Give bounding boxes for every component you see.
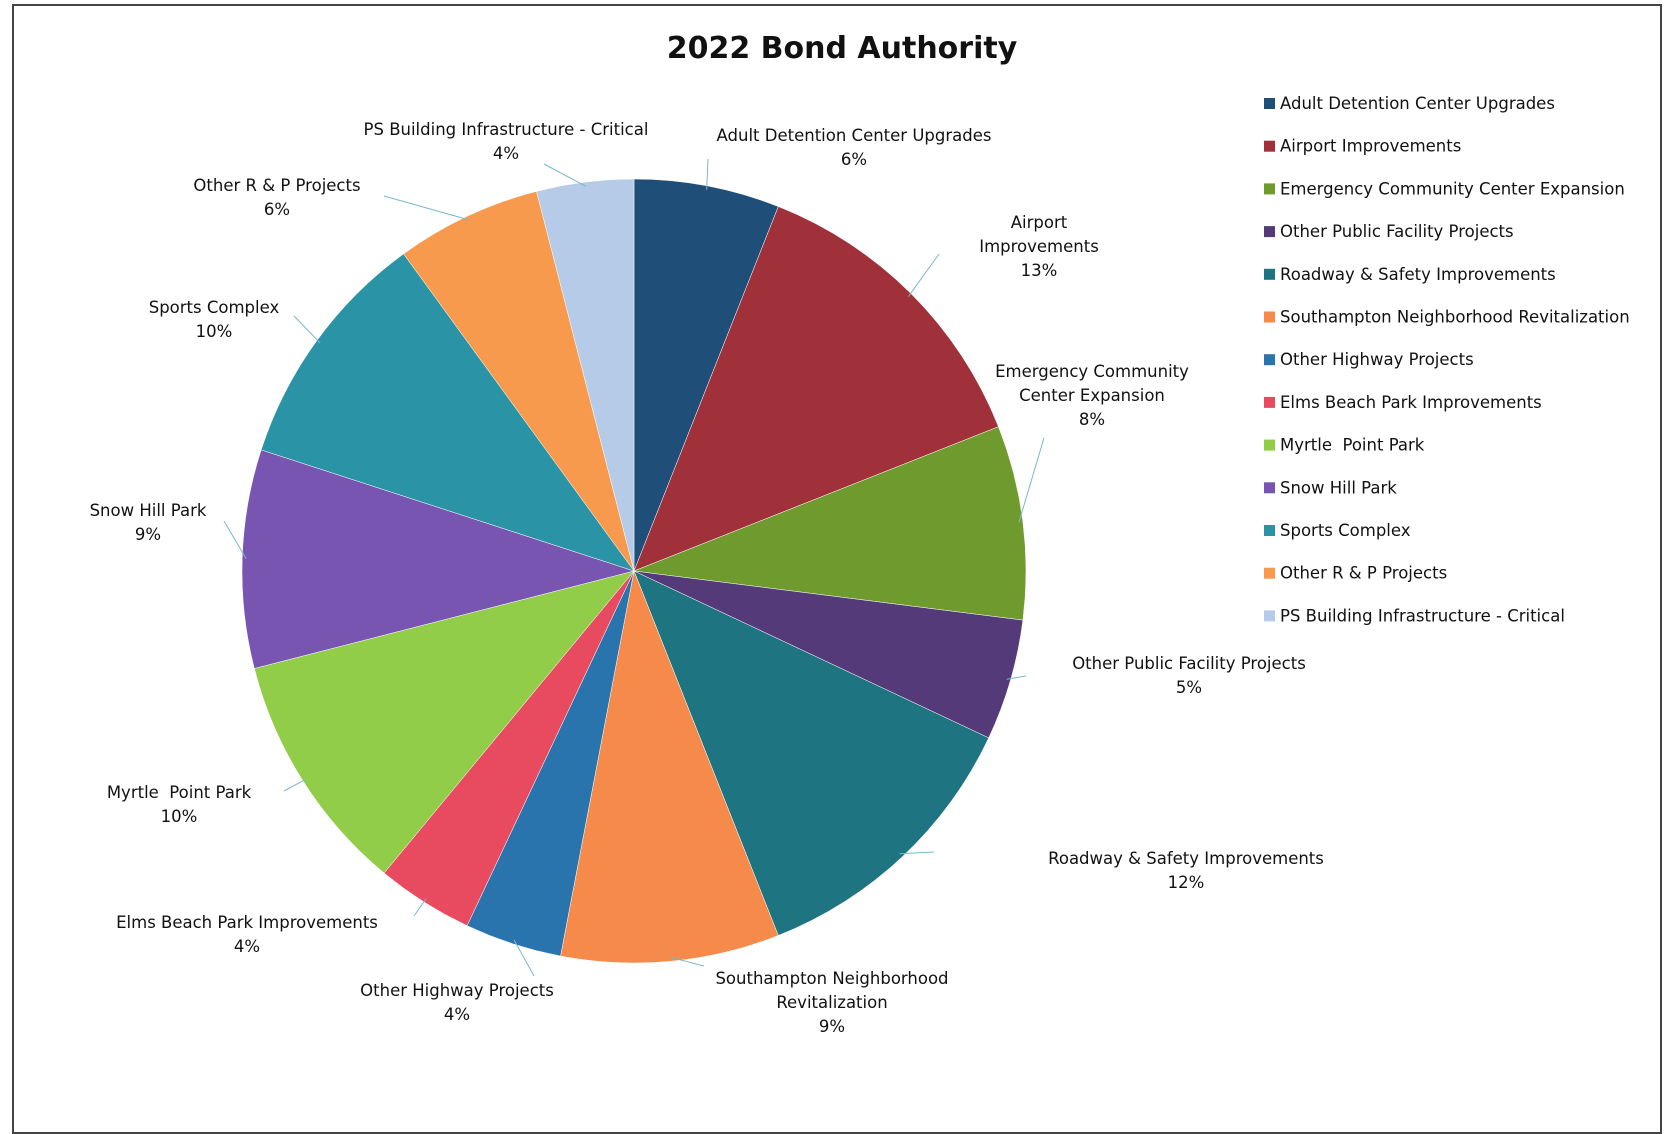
leader-line-11 — [293, 315, 321, 344]
pie-slice-11 — [260, 253, 635, 572]
leader-line-7 — [513, 939, 535, 977]
pie-slice-13 — [536, 178, 635, 572]
slice-percent-label: 4% — [234, 937, 260, 956]
slice-percent-label: 9% — [819, 1017, 845, 1036]
legend-swatch-13 — [1264, 610, 1275, 622]
slice-name-label: Sports Complex — [149, 298, 280, 317]
slice-name-label: Roadway & Safety Improvements — [1048, 849, 1324, 868]
slice-percent-label: 13% — [1021, 261, 1058, 280]
slice-percent-label: 6% — [264, 200, 290, 219]
pie-slice-1 — [633, 178, 779, 572]
chart-title: 2022 Bond Authority — [667, 31, 1018, 66]
slice-percent-label: 4% — [493, 144, 519, 163]
slice-percent-label: 4% — [444, 1005, 470, 1024]
legend-entry-9: Myrtle Point Park — [1280, 436, 1425, 455]
slice-name-label: Center Expansion — [1019, 386, 1165, 405]
leader-line-2 — [907, 253, 940, 297]
legend-swatch-3 — [1264, 183, 1275, 195]
legend-swatch-2 — [1264, 140, 1275, 152]
legend-entry-11: Sports Complex — [1280, 521, 1411, 540]
legend-entry-4: Other Public Facility Projects — [1280, 222, 1514, 241]
slice-label-1: Adult Detention Center Upgrades 6% — [717, 126, 992, 169]
legend-entry-6: Southampton Neighborhood Revitalization — [1280, 308, 1630, 327]
slice-label-11: Sports Complex 10% — [149, 298, 280, 341]
slice-name-label: Revitalization — [776, 993, 887, 1012]
leader-line-10 — [223, 520, 247, 560]
legend-entry-1: Adult Detention Center Upgrades — [1280, 94, 1555, 113]
slice-label-3: Emergency Community Center Expansion 8% — [995, 362, 1189, 429]
slice-label-12: Other R & P Projects 6% — [193, 176, 360, 219]
slice-label-7: Other Highway Projects 4% — [360, 981, 554, 1024]
legend-entry-12: Other R & P Projects — [1280, 564, 1447, 583]
pie-chart: 2022 Bond Authority Adult Detention Cent… — [90, 31, 1630, 1036]
pie-slices — [241, 178, 1027, 964]
pie-slice-12 — [403, 191, 635, 572]
slice-name-label: Southampton Neighborhood — [715, 969, 948, 988]
slice-percent-label: 9% — [135, 525, 161, 544]
pie-slice-3 — [633, 426, 1027, 621]
leader-line-6 — [670, 956, 705, 967]
slice-name-label: Adult Detention Center Upgrades — [717, 126, 992, 145]
slice-percent-label: 5% — [1176, 678, 1202, 697]
slice-percent-label: 10% — [161, 807, 198, 826]
legend-swatch-4 — [1264, 226, 1275, 238]
slice-label-9: Myrtle Point Park 10% — [107, 783, 252, 826]
legend-swatch-10 — [1264, 482, 1275, 494]
leader-line-5 — [899, 851, 935, 855]
slice-percent-label: 10% — [196, 322, 233, 341]
slice-label-10: Snow Hill Park 9% — [90, 501, 207, 544]
legend-entry-2: Airport Improvements — [1280, 137, 1461, 156]
pie-slice-10 — [241, 449, 635, 669]
legend-entry-8: Elms Beach Park Improvements — [1280, 393, 1542, 412]
leader-line-13 — [543, 163, 586, 187]
slice-label-5: Roadway & Safety Improvements 12% — [1048, 849, 1324, 892]
slice-label-2: Airport Improvements 13% — [979, 213, 1099, 280]
slice-name-label: Other R & P Projects — [193, 176, 360, 195]
slice-name-label: Myrtle Point Park — [107, 783, 252, 802]
legend-swatch-5 — [1264, 268, 1275, 280]
pie-slice-2 — [633, 206, 999, 572]
leader-line-8 — [413, 898, 427, 917]
legend-entry-13: PS Building Infrastructure - Critical — [1280, 606, 1565, 625]
legend-swatch-9 — [1264, 439, 1275, 451]
slice-label-6: Southampton Neighborhood Revitalization 9% — [715, 969, 948, 1036]
pie-slice-6 — [560, 570, 779, 964]
slice-name-label: PS Building Infrastructure - Critical — [364, 120, 649, 139]
slice-name-label: Other Highway Projects — [360, 981, 554, 1000]
legend-swatch-7 — [1264, 354, 1275, 366]
slice-label-4: Other Public Facility Projects 5% — [1072, 654, 1306, 697]
slice-label-8: Elms Beach Park Improvements 4% — [116, 913, 378, 956]
legend-entry-7: Other Highway Projects — [1280, 350, 1474, 369]
slice-name-label: Other Public Facility Projects — [1072, 654, 1306, 673]
slice-name-label: Emergency Community — [995, 362, 1189, 381]
legend-swatch-8 — [1264, 396, 1275, 408]
legend-swatch-1 — [1264, 98, 1275, 109]
label-leader-lines — [223, 158, 1045, 977]
legend-swatch-6 — [1264, 311, 1275, 323]
legend-entry-5: Roadway & Safety Improvements — [1280, 265, 1556, 284]
slice-name-label: Airport — [1011, 213, 1068, 232]
slice-label-13: PS Building Infrastructure - Critical 4% — [364, 120, 649, 163]
slice-labels: Adult Detention Center Upgrades 6% Airport… — [90, 120, 1324, 1036]
legend-swatch-12 — [1264, 567, 1275, 579]
chart-frame: 2022 Bond Authority Adult Detention Cent… — [12, 4, 1662, 1134]
leader-line-3 — [1018, 437, 1045, 523]
leader-line-1 — [706, 158, 709, 190]
leader-line-9 — [283, 778, 307, 792]
slice-percent-label: 8% — [1079, 410, 1105, 429]
leader-line-12 — [383, 195, 469, 221]
legend-entry-10: Snow Hill Park — [1280, 478, 1397, 497]
slice-percent-label: 12% — [1168, 873, 1205, 892]
slice-name-label: Elms Beach Park Improvements — [116, 913, 378, 932]
leader-line-4 — [1006, 675, 1027, 680]
legend-swatch-11 — [1264, 525, 1275, 536]
slice-percent-label: 6% — [841, 150, 867, 169]
slice-name-label: Improvements — [979, 237, 1099, 256]
slice-name-label: Snow Hill Park — [90, 501, 207, 520]
legend: Adult Detention Center Upgrades Airport I… — [1264, 94, 1630, 625]
legend-entry-3: Emergency Community Center Expansion — [1280, 179, 1625, 198]
pie-slice-5 — [633, 570, 990, 936]
